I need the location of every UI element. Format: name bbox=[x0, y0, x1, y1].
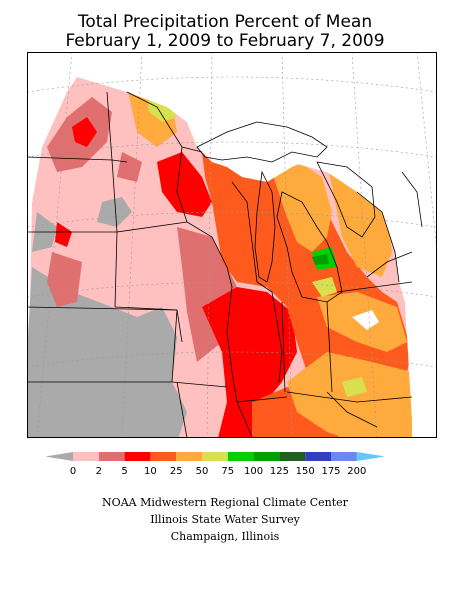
legend-tick-label: 150 bbox=[296, 466, 315, 477]
legend-swatch bbox=[279, 452, 306, 461]
outside-data-mask bbox=[27, 52, 437, 438]
legend-tick-label: 2 bbox=[96, 466, 102, 477]
legend-tick-label: 175 bbox=[321, 466, 340, 477]
color-legend: 0 2 5 10 25 50 75 100 125 150 175 200 bbox=[45, 452, 385, 477]
map-title: Total Precipitation Percent of Mean bbox=[77, 12, 373, 32]
legend-tick-label: 100 bbox=[244, 466, 263, 477]
credit-location: Champaign, Illinois bbox=[170, 530, 280, 543]
region-red-mn bbox=[157, 152, 212, 217]
state-boundaries bbox=[27, 91, 423, 438]
region-yellowgreen-mi bbox=[312, 277, 337, 297]
legend-swatch bbox=[227, 452, 254, 461]
map-frame bbox=[27, 52, 437, 438]
region-rose-central bbox=[117, 152, 142, 182]
legend-arrow-low bbox=[45, 452, 73, 461]
region-orange-mi bbox=[272, 164, 332, 252]
region-red-wi bbox=[202, 287, 297, 438]
graticule bbox=[27, 52, 437, 438]
credit-noaa: NOAA Midwestern Regional Climate Center bbox=[102, 496, 348, 509]
legend-tick-label: 50 bbox=[196, 466, 209, 477]
region-yellowgreen-upper bbox=[147, 97, 177, 122]
legend-swatch bbox=[202, 452, 228, 461]
legend-tick-label: 0 bbox=[70, 466, 76, 477]
region-rose-sd bbox=[47, 252, 82, 307]
region-white-oh bbox=[352, 310, 379, 330]
region-red-sd bbox=[55, 222, 72, 247]
legend-tick-label: 125 bbox=[270, 466, 289, 477]
lake-superior-outline bbox=[196, 121, 328, 163]
legend-swatch bbox=[98, 452, 125, 461]
lake-michigan-outline bbox=[254, 170, 276, 283]
legend-arrow-high bbox=[356, 452, 385, 461]
legend-tick-label: 25 bbox=[170, 466, 183, 477]
precipitation-map bbox=[27, 52, 437, 438]
region-red-nw bbox=[72, 117, 97, 147]
legend-swatch bbox=[253, 452, 280, 461]
map-date-range: February 1, 2009 to February 7, 2009 bbox=[65, 31, 385, 51]
lake-huron-outline bbox=[316, 161, 376, 238]
legend-tick-label: 10 bbox=[144, 466, 157, 477]
region-darkgreen-mi bbox=[312, 254, 329, 265]
legend-swatch bbox=[124, 452, 151, 461]
credit-isws: Illinois State Water Survey bbox=[150, 513, 300, 526]
region-gray-north bbox=[97, 197, 132, 227]
legend-tick-label: 200 bbox=[347, 466, 366, 477]
legend-swatch bbox=[331, 452, 357, 461]
region-gray-west bbox=[27, 267, 187, 438]
region-orange-east bbox=[327, 162, 392, 277]
legend-swatch bbox=[305, 452, 331, 461]
legend-swatch bbox=[176, 452, 202, 461]
legend-swatch bbox=[73, 452, 99, 461]
region-yellowgreen-se bbox=[342, 377, 367, 397]
legend-tick-label: 5 bbox=[121, 466, 127, 477]
region-red-ia bbox=[225, 352, 247, 397]
legend-swatch bbox=[150, 452, 177, 461]
legend-tick-label: 75 bbox=[221, 466, 234, 477]
